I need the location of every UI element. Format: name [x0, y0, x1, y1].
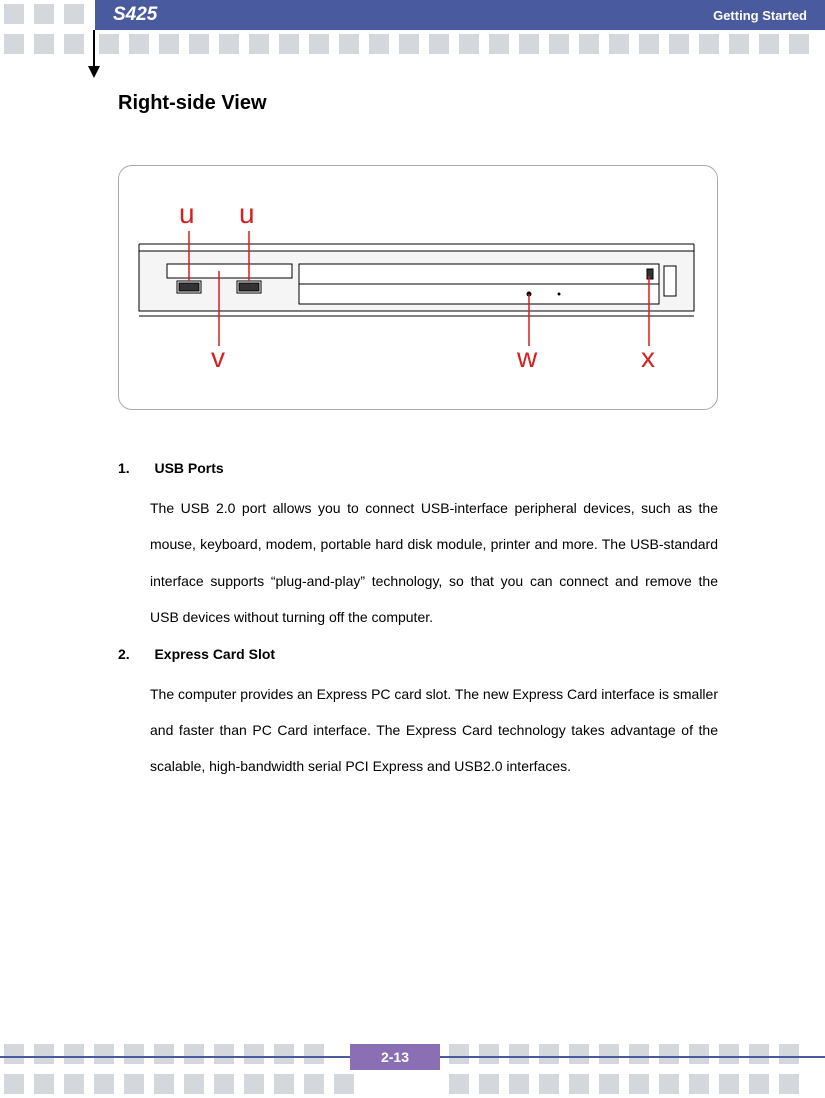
section-label: Getting Started — [713, 8, 807, 23]
callout-u2: u — [239, 198, 255, 230]
callout-u1: u — [179, 198, 195, 230]
callout-v: v — [211, 342, 225, 374]
page-content: Right-side View — [118, 92, 728, 795]
header-bar: S425 Getting Started — [95, 0, 825, 30]
page-number: 2-13 — [350, 1044, 440, 1070]
model-label: S425 — [113, 4, 157, 26]
callout-x: x — [641, 342, 655, 374]
item-body: The computer provides an Express PC card… — [150, 676, 718, 785]
page-title: Right-side View — [118, 92, 728, 115]
laptop-side-diagram — [119, 166, 719, 411]
item-number: 1. — [118, 460, 150, 476]
item-title: USB Ports — [154, 460, 223, 476]
item-title: Express Card Slot — [154, 646, 275, 662]
diagram-container: u u v w x — [118, 165, 718, 410]
callout-w: w — [517, 342, 537, 374]
arrow-head-icon — [88, 66, 100, 78]
item-body: The USB 2.0 port allows you to connect U… — [150, 490, 718, 636]
item-number: 2. — [118, 646, 150, 662]
feature-list: 1. USB Ports The USB 2.0 port allows you… — [118, 460, 718, 785]
list-item: 1. USB Ports The USB 2.0 port allows you… — [118, 460, 718, 636]
arrow-stem — [93, 30, 95, 68]
list-item: 2. Express Card Slot The computer provid… — [118, 646, 718, 785]
